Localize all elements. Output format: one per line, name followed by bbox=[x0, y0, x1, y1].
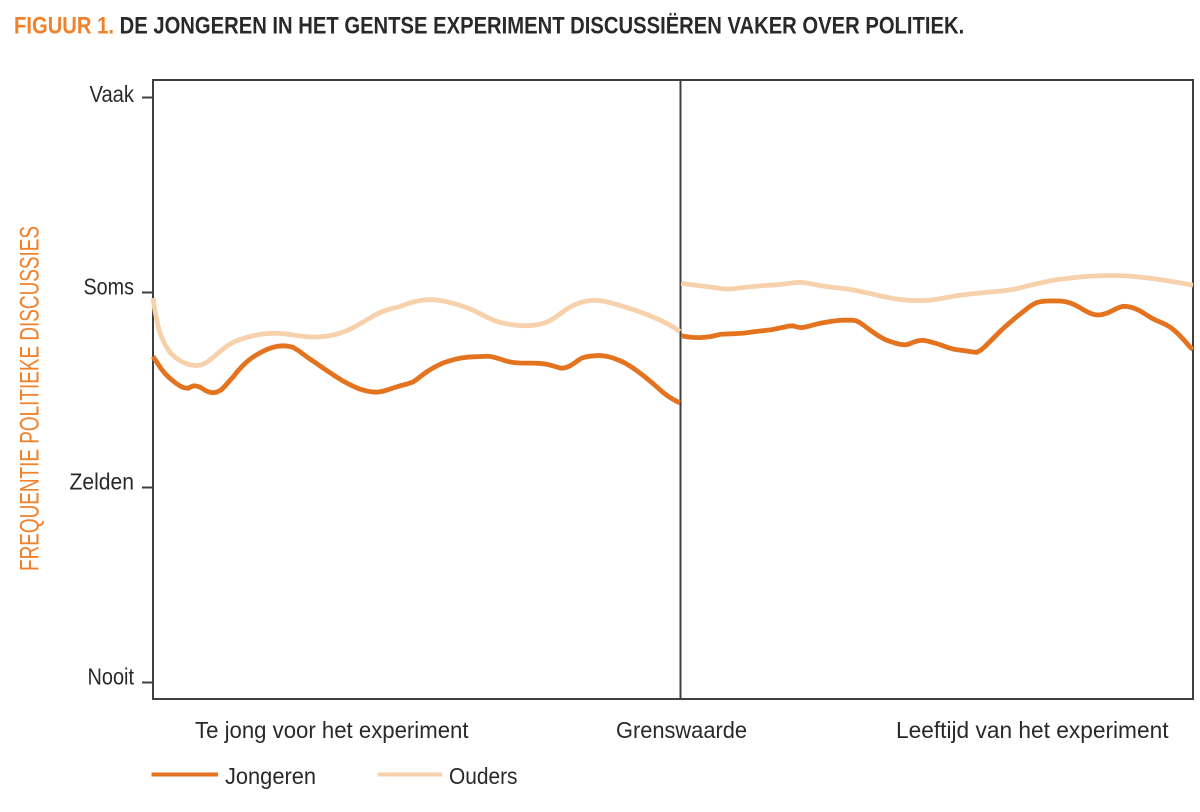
svg-text:Zelden: Zelden bbox=[70, 469, 135, 495]
svg-text:Nooit: Nooit bbox=[88, 664, 135, 690]
svg-text:Te jong voor het experiment: Te jong voor het experiment bbox=[195, 717, 469, 743]
svg-text:Ouders: Ouders bbox=[449, 763, 518, 789]
svg-text:FREQUENTIE POLITIEKE DISCUSSIE: FREQUENTIE POLITIEKE DISCUSSIES bbox=[14, 226, 44, 571]
svg-text:Leeftijd van het experiment: Leeftijd van het experiment bbox=[896, 717, 1169, 743]
svg-text:Grenswaarde: Grenswaarde bbox=[616, 717, 747, 743]
svg-text:Soms: Soms bbox=[84, 274, 135, 300]
svg-text:FIGUUR 1. DE JONGEREN IN HET G: FIGUUR 1. DE JONGEREN IN HET GENTSE EXPE… bbox=[14, 12, 964, 39]
svg-text:Jongeren: Jongeren bbox=[225, 763, 316, 789]
svg-text:Vaak: Vaak bbox=[90, 81, 135, 107]
